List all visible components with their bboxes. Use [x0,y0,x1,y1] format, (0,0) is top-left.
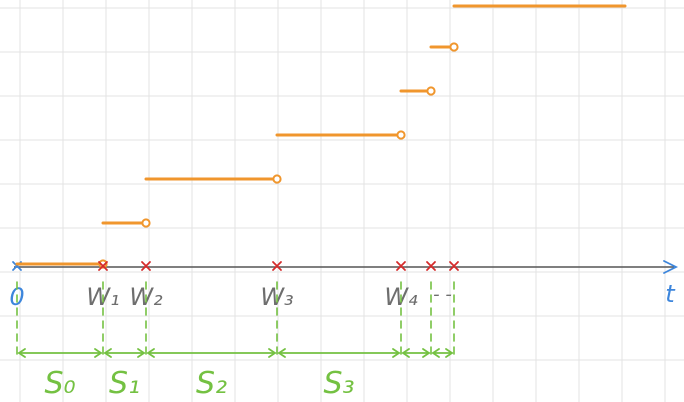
interval-arrowhead-left [17,348,26,358]
interval-label: S₁ [109,366,140,401]
interval-arrowhead-left [146,348,155,358]
events-ellipsis: - - [433,284,452,305]
counting-process-steps [15,4,627,269]
event-cross-icon [426,261,436,271]
arrival-events: W₁ W₂ W₃ W₄ [86,261,459,311]
event-cross-icon [272,261,282,271]
interval-arrowhead-left [401,348,410,358]
open-endpoint-circle [449,42,459,52]
open-endpoint-circle [272,174,282,184]
open-endpoint-circle [141,218,151,228]
interval-arrowhead-left [431,348,440,358]
interval-label: S₂ [196,366,227,401]
interval-arrowhead-left [103,348,112,358]
interarrival-intervals: S₀ S₁ S₂ S₃ [16,281,455,401]
open-endpoint-circle [426,86,436,96]
time-axis-label: t [665,280,676,308]
time-axis: 0 t [9,260,679,311]
interval-arrowhead-right [94,348,103,358]
interval-arrowhead-right [422,348,431,358]
interval-arrowhead-right [268,348,277,358]
event-cross-icon [449,261,459,271]
time-axis-arrowhead [663,260,679,274]
open-endpoint-circle [98,259,108,269]
interval-arrowhead-right [392,348,401,358]
interval-label: S₃ [323,366,354,401]
event-cross-icon [98,261,108,271]
event-cross-icon [396,261,406,271]
event-cross-icon [141,261,151,271]
interval-arrowhead-right [445,348,454,358]
open-endpoint-circle [396,130,406,140]
interval-arrowhead-left [277,348,286,358]
interval-label: S₀ [44,366,75,401]
interval-arrowhead-right [137,348,146,358]
